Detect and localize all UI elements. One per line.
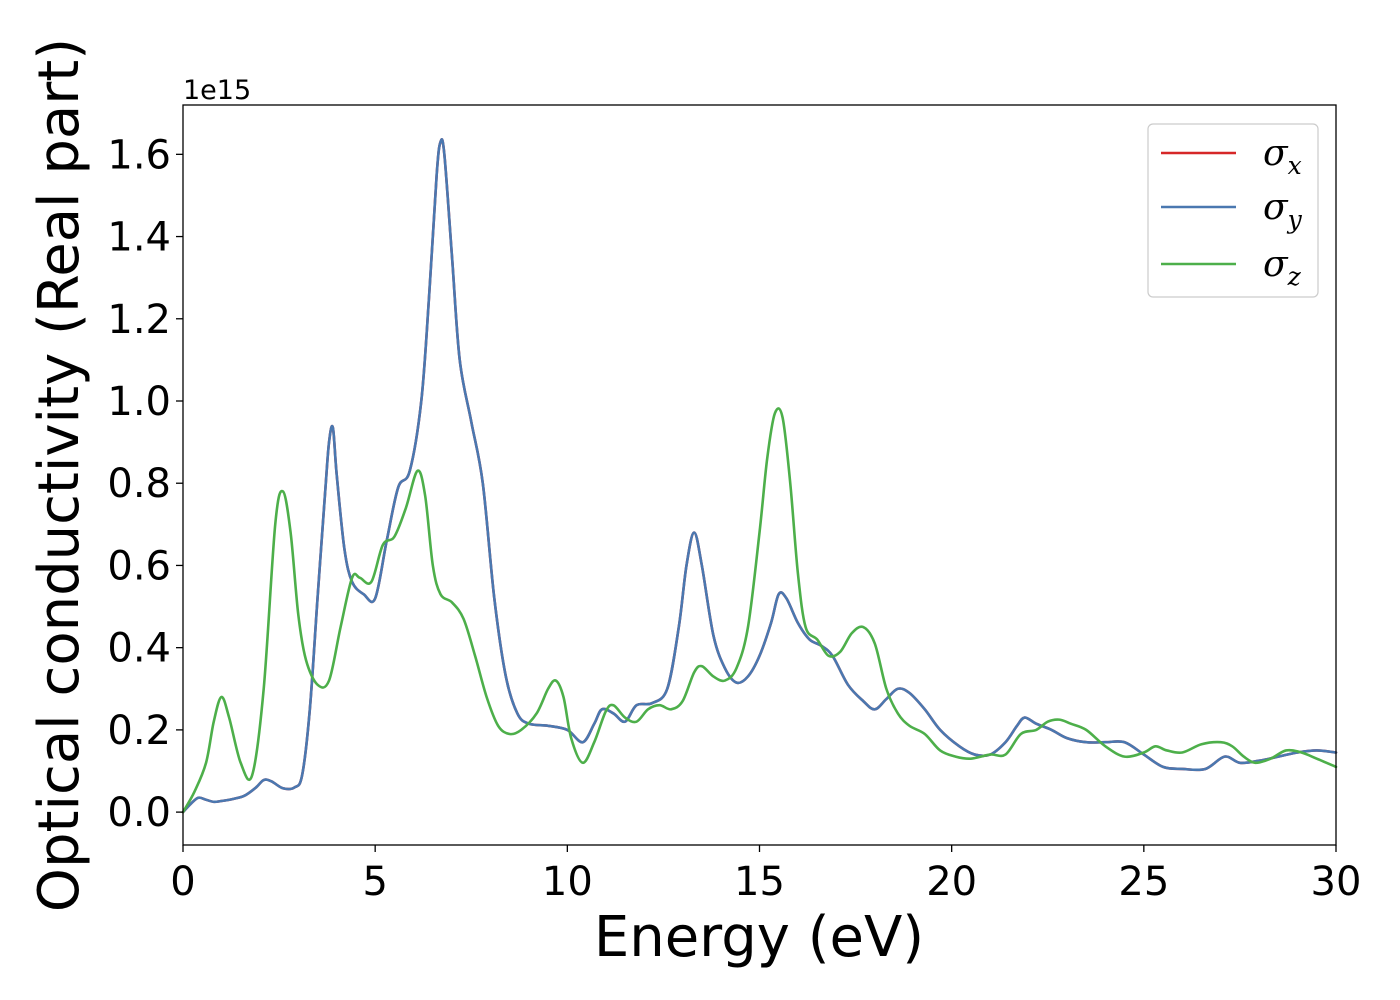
- plot-lines: [181, 138, 1338, 814]
- series-line-y: [181, 138, 1338, 814]
- legend-label-y: σy: [1263, 187, 1303, 234]
- x-tick-label: 5: [362, 859, 387, 905]
- y-tick-label: 1.0: [107, 379, 171, 425]
- y-tick-label: 0.8: [107, 461, 171, 507]
- y-tick-label: 1.2: [107, 297, 171, 343]
- y-tick-label: 0.2: [107, 708, 171, 754]
- y-tick-label: 0.6: [107, 543, 171, 589]
- x-tick-label: 10: [542, 859, 593, 905]
- x-axis-title: Energy (eV): [594, 905, 924, 970]
- x-axis-ticks: 0 5 10 15 20 25 30: [170, 845, 1361, 905]
- y-axis-ticks: 0.0 0.2 0.4 0.6 0.8 1.0 1.2 1.4 1.6: [107, 132, 183, 836]
- x-tick-label: 25: [1118, 859, 1169, 905]
- x-tick-label: 0: [170, 859, 195, 905]
- x-tick-label: 15: [734, 859, 785, 905]
- legend: σx σy σz: [1147, 123, 1319, 298]
- y-tick-label: 1.6: [107, 132, 171, 178]
- y-axis-title: Optical conductivity (Real part): [27, 38, 92, 912]
- x-tick-label: 20: [926, 859, 977, 905]
- y-tick-label: 1.4: [107, 215, 171, 261]
- y-axis-offset-label: 1e15: [183, 75, 251, 106]
- y-tick-label: 0.4: [107, 626, 171, 672]
- y-tick-label: 0.0: [107, 790, 171, 836]
- legend-box: [1147, 123, 1319, 298]
- series-line-z: [181, 407, 1338, 814]
- legend-label-z: σz: [1263, 244, 1302, 291]
- x-tick-label: 30: [1311, 859, 1362, 905]
- legend-label-x: σx: [1263, 133, 1302, 180]
